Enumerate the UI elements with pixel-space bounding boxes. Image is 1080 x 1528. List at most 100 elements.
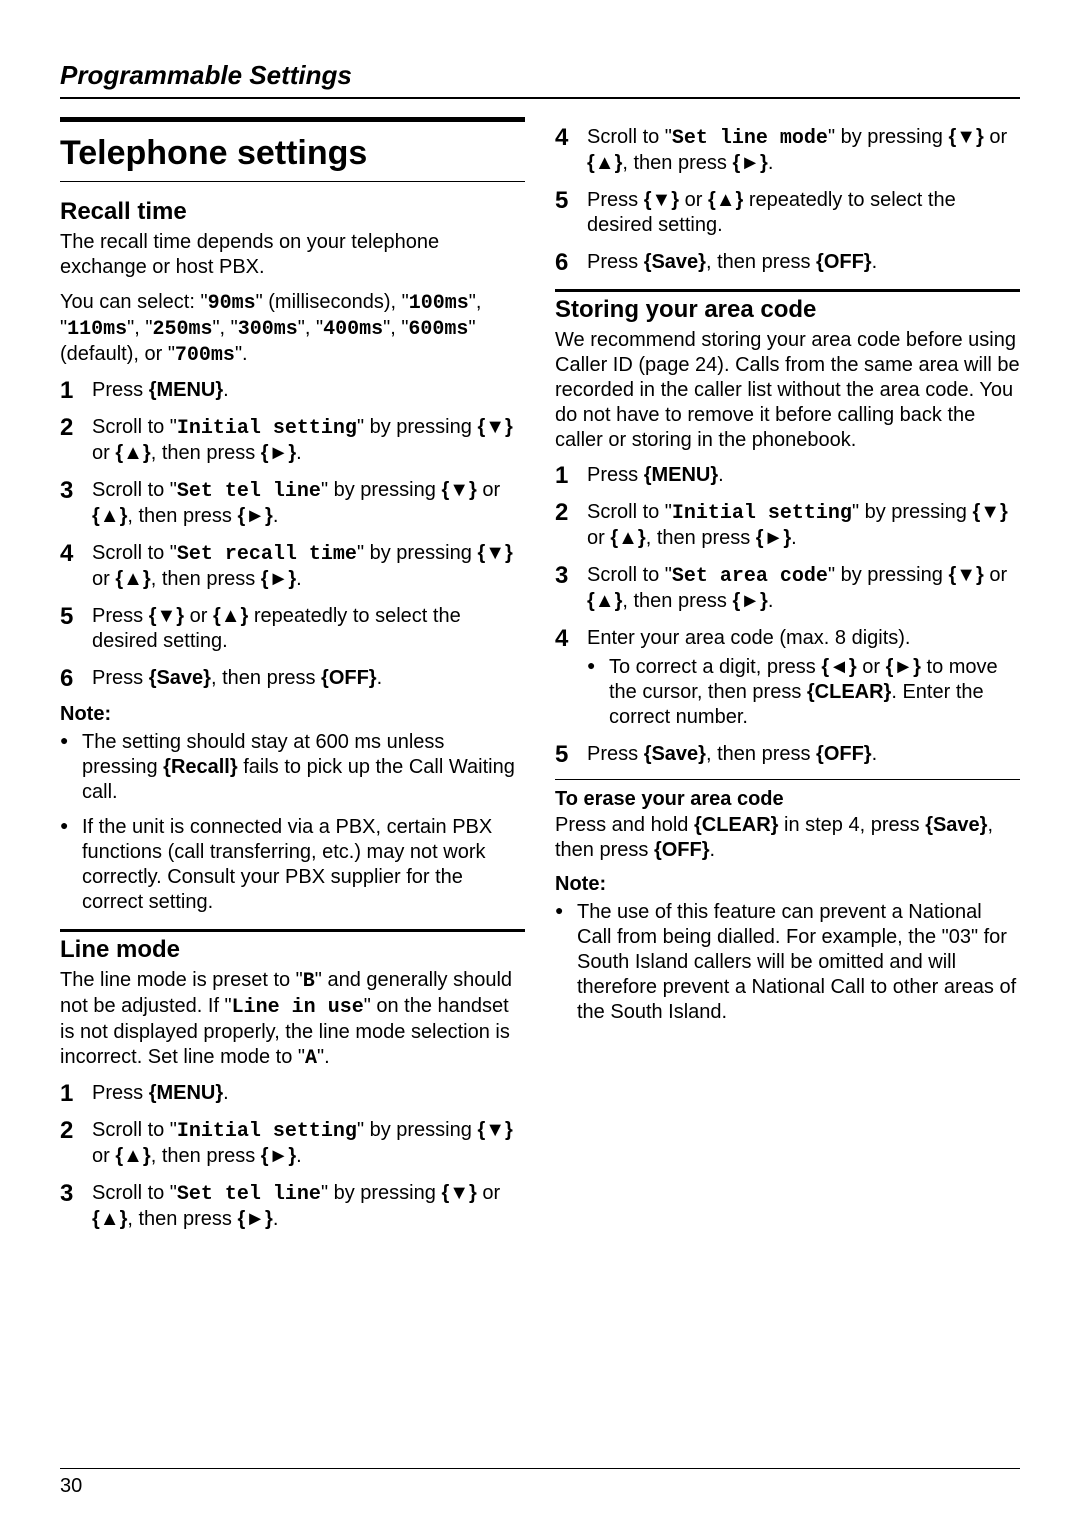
linemode-step-3: Scroll to "Set tel line" by pressing {▼}… (60, 1181, 525, 1232)
t: . (872, 251, 878, 273)
areacode-notes: The use of this feature can prevent a Na… (555, 900, 1020, 1025)
t: Press (92, 605, 149, 627)
areacode-steps: Press {MENU}. Scroll to "Initial setting… (555, 463, 1020, 767)
t: ". (317, 1046, 330, 1068)
t: , then press (211, 667, 321, 689)
note-heading: Note: (60, 703, 525, 726)
down-key: {▼} (972, 501, 1007, 523)
off-key: {OFF} (654, 839, 710, 861)
menu-key: {MENU} (644, 464, 718, 486)
recall-time-heading: Recall time (60, 198, 525, 226)
t: . (296, 568, 302, 590)
menu-key: {MENU} (149, 379, 223, 401)
recall-key: {Recall} (163, 756, 238, 778)
t: To correct a digit, press (609, 656, 821, 678)
t: , then press (646, 527, 756, 549)
t: Press (92, 667, 149, 689)
recall-step-6: Press {Save}, then press {OFF}. (60, 666, 525, 691)
t: or (984, 564, 1007, 586)
linemode-steps-cont: Scroll to "Set line mode" by pressing {▼… (555, 125, 1020, 275)
right-key: {►} (261, 442, 296, 464)
set-tel-line: Set tel line (177, 1183, 321, 1206)
t: ". (235, 343, 248, 365)
ms700: 700ms (175, 344, 235, 367)
t: , then press (151, 1145, 261, 1167)
ms300: 300ms (238, 318, 298, 341)
linemode-step-4: Scroll to "Set line mode" by pressing {▼… (555, 125, 1020, 176)
recall-options: You can select: "90ms" (milliseconds), "… (60, 290, 525, 368)
t: , then press (151, 568, 261, 590)
t: . (718, 464, 724, 486)
t: . (273, 505, 279, 527)
t: . (791, 527, 797, 549)
off-key: {OFF} (816, 743, 872, 765)
t: Scroll to " (587, 501, 672, 523)
clear-key: {CLEAR} (807, 681, 891, 703)
erase-area-code-text: Press and hold {CLEAR} in step 4, press … (555, 813, 1020, 863)
t: Scroll to " (92, 542, 177, 564)
down-key: {▼} (441, 479, 476, 501)
recall-note-2: If the unit is connected via a PBX, cert… (60, 815, 525, 915)
t: . (710, 839, 716, 861)
initial-setting: Initial setting (672, 502, 852, 525)
t: ", " (212, 317, 237, 339)
t: , then press (151, 442, 261, 464)
up-key: {▲} (92, 1208, 127, 1230)
t: Enter your area code (max. 8 digits). (587, 627, 910, 649)
t: or (477, 479, 500, 501)
right-key: {►} (237, 1208, 272, 1230)
left-key: {◄} (821, 656, 856, 678)
save-key: {Save} (644, 251, 706, 273)
right-key: {►} (732, 590, 767, 612)
t: " by pressing (357, 1119, 478, 1141)
t: or (587, 527, 610, 549)
right-key: {►} (732, 152, 767, 174)
t: Press (587, 189, 644, 211)
off-key: {OFF} (816, 251, 872, 273)
save-key: {Save} (149, 667, 211, 689)
t: , then press (127, 1208, 237, 1230)
up-key: {▲} (92, 505, 127, 527)
down-key: {▼} (477, 1119, 512, 1141)
t: " by pressing (357, 542, 478, 564)
recall-intro: The recall time depends on your telephon… (60, 230, 525, 280)
t: or (92, 1145, 115, 1167)
linemode-step-1: Press {MENU}. (60, 1081, 525, 1106)
up-key: {▲} (708, 189, 743, 211)
t: in step 4, press (778, 814, 925, 836)
up-key: {▲} (587, 152, 622, 174)
recall-step-4: Scroll to "Set recall time" by pressing … (60, 541, 525, 592)
t: Scroll to " (92, 1182, 177, 1204)
areacode-step-5: Press {Save}, then press {OFF}. (555, 742, 1020, 767)
t: Press (587, 251, 644, 273)
clear-key: {CLEAR} (694, 814, 778, 836)
t: . (296, 1145, 302, 1167)
down-key: {▼} (948, 564, 983, 586)
page-number: 30 (60, 1475, 82, 1497)
areacode-step-1: Press {MENU}. (555, 463, 1020, 488)
areacode-note-1: The use of this feature can prevent a Na… (555, 900, 1020, 1025)
ms250: 250ms (152, 318, 212, 341)
down-key: {▼} (477, 542, 512, 564)
linemode-step-6: Press {Save}, then press {OFF}. (555, 250, 1020, 275)
ms110: 110ms (67, 318, 127, 341)
t: Scroll to " (92, 416, 177, 438)
t: ", " (127, 317, 152, 339)
t: Scroll to " (587, 564, 672, 586)
areacode-step-4-inner: To correct a digit, press {◄} or {►} to … (587, 655, 1020, 730)
t: " by pressing (321, 1182, 442, 1204)
t: Scroll to " (587, 126, 672, 148)
content-columns: Telephone settings Recall time The recal… (60, 117, 1020, 1244)
t: " by pressing (828, 126, 949, 148)
t: " (milliseconds), " (256, 291, 409, 313)
set-area-code: Set area code (672, 565, 828, 588)
t: . (768, 152, 774, 174)
mode-b: B (303, 970, 315, 993)
area-code-heading: Storing your area code (555, 289, 1020, 324)
t: . (223, 379, 229, 401)
t: or (857, 656, 886, 678)
t: , then press (622, 590, 732, 612)
save-key: {Save} (925, 814, 987, 836)
t: ", " (298, 317, 323, 339)
right-column: Scroll to "Set line mode" by pressing {▼… (555, 117, 1020, 1244)
